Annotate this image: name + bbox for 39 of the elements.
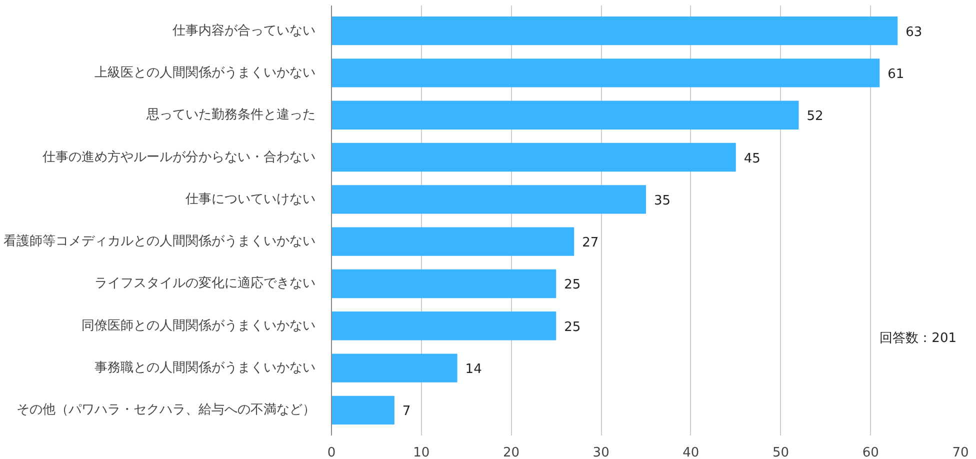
data-label: 7 [402,404,411,420]
data-label: 14 [465,362,482,378]
y-tick-label: 同僚医師との人間関係がうまくいかない [82,318,316,334]
y-tick-label: 思っていた勤務条件と違った [146,108,316,123]
data-label: 52 [806,109,824,124]
x-tick-label: 70 [952,446,969,459]
data-label: 25 [564,278,581,293]
y-tick-label: 仕事についていけない [184,192,316,207]
bar [332,354,458,382]
bar [332,269,556,298]
y-tick-label: 仕事内容が合っていない [172,22,316,38]
y-tick-label: 仕事の進め方やルールが分からない・合わない [42,148,316,165]
x-tick-label: 10 [413,446,430,459]
bar [332,58,880,88]
y-tick-label: 上級医との人間関係がうまくいかない [94,65,316,80]
x-tick-label: 20 [502,446,520,459]
bar [332,100,799,130]
x-tick-label: 30 [592,446,610,459]
data-label: 45 [744,151,760,166]
bar [332,396,394,425]
y-tick-label: ライフスタイルの変化に適応できない [94,275,316,292]
y-tick-label: その他（パワハラ・セクハラ、給与への不満など） [16,402,316,418]
x-tick-label: 60 [862,446,879,459]
x-tick-label: 0 [327,446,336,459]
bar [332,185,646,214]
bar [332,142,736,172]
bar [332,227,574,256]
data-label: 63 [906,24,922,40]
data-label: 27 [582,236,599,251]
annotation: 回答数：201 [880,331,957,346]
bar [332,16,898,46]
x-tick-label: 40 [682,446,700,459]
data-label: 25 [564,320,581,335]
y-tick-label: 看護師等コメディカルとの人間関係がうまくいかない [4,234,316,250]
data-label: 35 [654,193,671,208]
x-tick-label: 50 [772,446,790,459]
data-label: 61 [888,66,904,82]
bar [332,312,556,340]
y-tick-label: 事務職との人間関係がうまくいかない [94,360,316,376]
